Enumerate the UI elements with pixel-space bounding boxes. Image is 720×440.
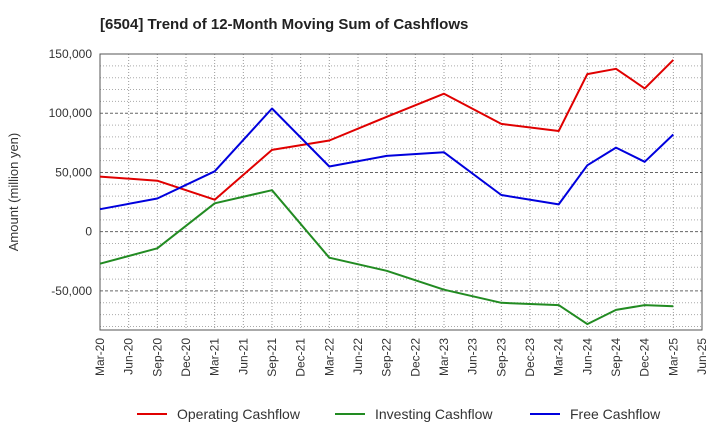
x-tick-label: Mar-21: [208, 338, 222, 376]
series-line: [99, 59, 675, 201]
x-tick-label: Dec-21: [294, 338, 308, 377]
x-tick-label: Jun-24: [580, 338, 594, 375]
x-tick-label: Dec-22: [408, 338, 422, 377]
x-tick-label: Mar-23: [437, 338, 451, 376]
y-tick-label: -50,000: [51, 284, 92, 298]
y-tick-label: 150,000: [49, 47, 93, 61]
plot-frame: [99, 53, 703, 331]
legend-label: Free Cashflow: [570, 406, 661, 422]
x-tick-label: Jun-25: [695, 338, 709, 375]
chart-title: [6504] Trend of 12-Month Moving Sum of C…: [100, 16, 469, 33]
x-tick-label: Sep-20: [150, 338, 164, 377]
x-tick-label: Jun-22: [351, 338, 365, 375]
legend-label: Operating Cashflow: [177, 406, 301, 422]
x-tick-label: Mar-25: [666, 338, 680, 376]
y-axis-label: Amount (million yen): [6, 133, 21, 252]
x-tick-label: Jun-20: [122, 338, 136, 375]
x-tick-label: Sep-22: [380, 338, 394, 377]
x-tick-label: Mar-24: [552, 338, 566, 376]
x-tick-label: Dec-23: [523, 338, 537, 377]
x-tick-label: Dec-24: [638, 338, 652, 377]
legend-label: Investing Cashflow: [375, 406, 493, 422]
y-tick-label: 100,000: [49, 106, 93, 120]
x-tick-label: Dec-20: [179, 338, 193, 377]
y-tick-label: 50,000: [55, 165, 92, 179]
series-line: [99, 107, 674, 211]
x-tick-label: Sep-21: [265, 338, 279, 377]
x-tick-label: Sep-24: [609, 338, 623, 377]
x-tick-label: Jun-21: [236, 338, 250, 375]
x-tick-label: Sep-23: [494, 338, 508, 377]
x-tick-label: Mar-22: [322, 338, 336, 376]
x-tick-label: Mar-20: [93, 338, 107, 376]
series-line: [99, 189, 674, 326]
x-tick-label: Jun-23: [466, 338, 480, 375]
y-tick-label: 0: [85, 225, 92, 239]
plot-area: [100, 54, 702, 330]
